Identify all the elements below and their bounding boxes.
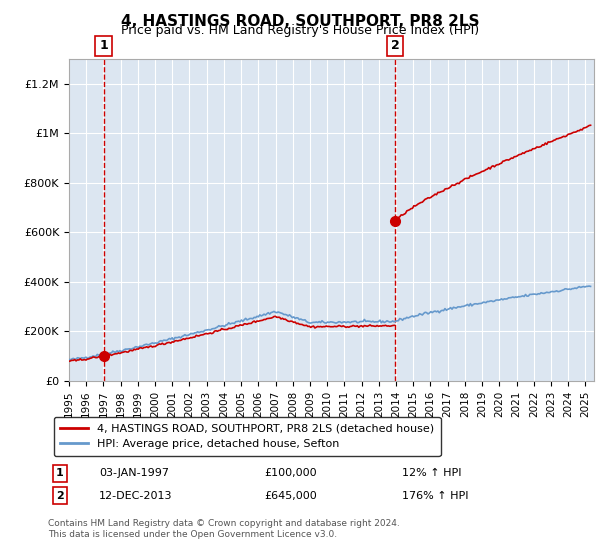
Text: £100,000: £100,000 — [264, 468, 317, 478]
Text: 4, HASTINGS ROAD, SOUTHPORT, PR8 2LS: 4, HASTINGS ROAD, SOUTHPORT, PR8 2LS — [121, 14, 479, 29]
Text: 12-DEC-2013: 12-DEC-2013 — [99, 491, 173, 501]
Text: 1: 1 — [99, 39, 108, 53]
Text: Contains HM Land Registry data © Crown copyright and database right 2024.: Contains HM Land Registry data © Crown c… — [48, 519, 400, 528]
Text: 176% ↑ HPI: 176% ↑ HPI — [402, 491, 469, 501]
Text: 1: 1 — [56, 468, 64, 478]
Text: Price paid vs. HM Land Registry's House Price Index (HPI): Price paid vs. HM Land Registry's House … — [121, 24, 479, 37]
Text: 2: 2 — [391, 39, 400, 53]
Text: £645,000: £645,000 — [264, 491, 317, 501]
Text: 2: 2 — [56, 491, 64, 501]
Text: 12% ↑ HPI: 12% ↑ HPI — [402, 468, 461, 478]
Text: This data is licensed under the Open Government Licence v3.0.: This data is licensed under the Open Gov… — [48, 530, 337, 539]
Legend: 4, HASTINGS ROAD, SOUTHPORT, PR8 2LS (detached house), HPI: Average price, detac: 4, HASTINGS ROAD, SOUTHPORT, PR8 2LS (de… — [53, 417, 440, 456]
Text: 03-JAN-1997: 03-JAN-1997 — [99, 468, 169, 478]
